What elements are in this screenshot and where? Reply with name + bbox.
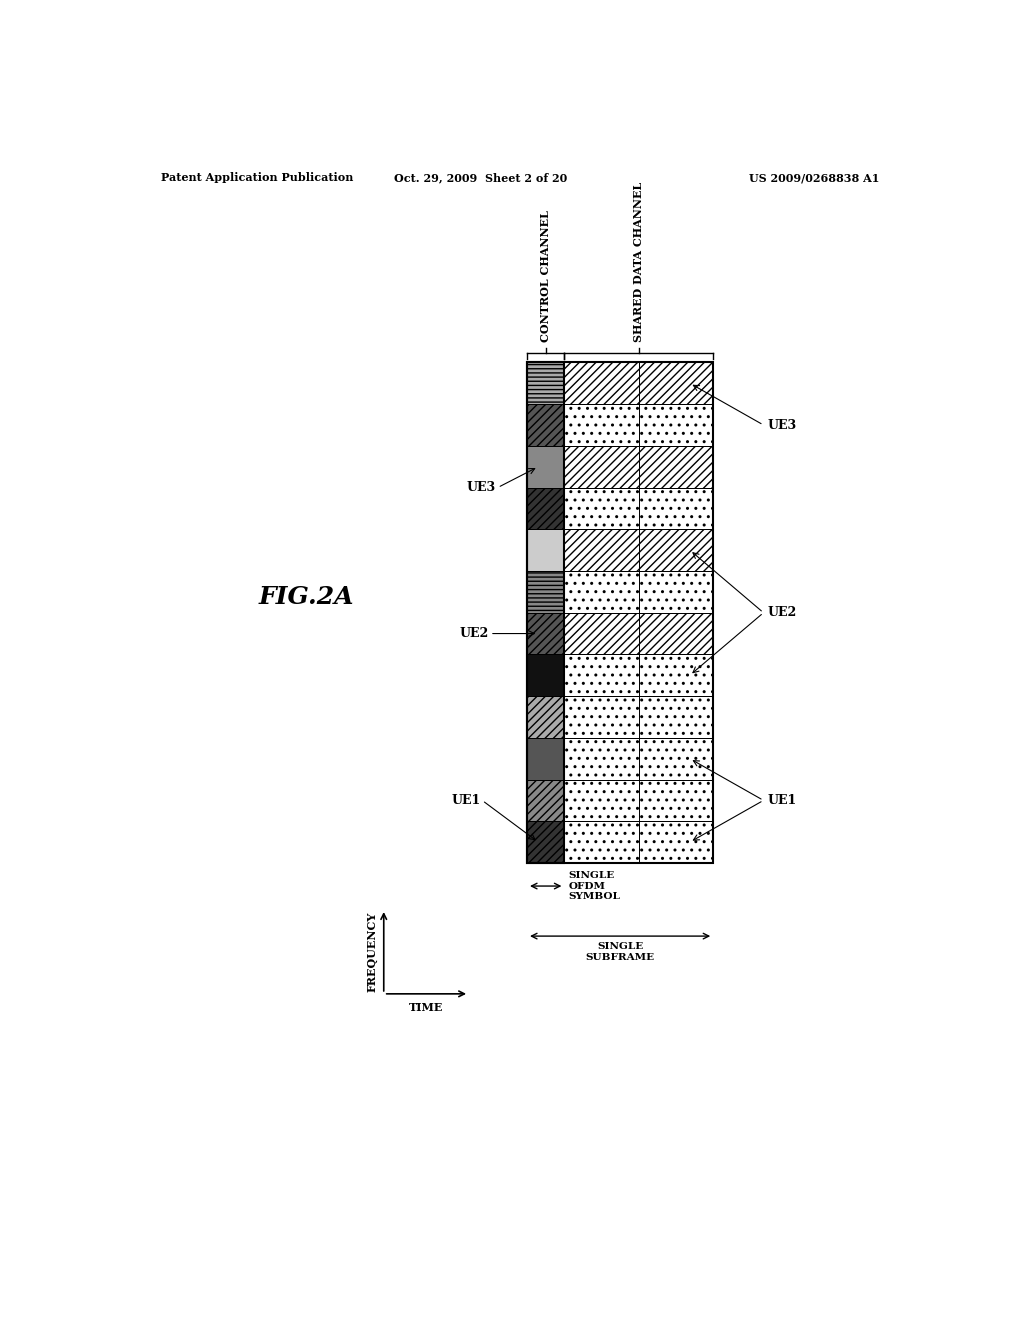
Bar bbox=[564, 655, 639, 696]
Text: UE1: UE1 bbox=[767, 793, 797, 807]
Text: UE2: UE2 bbox=[459, 627, 488, 640]
Bar bbox=[564, 738, 639, 780]
Bar bbox=[527, 529, 564, 572]
Bar bbox=[527, 821, 564, 863]
Bar bbox=[639, 696, 713, 738]
Bar bbox=[639, 780, 713, 821]
Bar bbox=[639, 404, 713, 446]
Bar bbox=[639, 363, 713, 404]
Bar bbox=[527, 612, 564, 655]
Bar bbox=[527, 487, 564, 529]
Bar bbox=[639, 529, 713, 572]
Text: CONTROL CHANNEL: CONTROL CHANNEL bbox=[541, 210, 551, 342]
Bar bbox=[564, 363, 639, 404]
Text: UE2: UE2 bbox=[767, 606, 797, 619]
Bar bbox=[527, 363, 564, 404]
Bar bbox=[639, 821, 713, 863]
Bar bbox=[564, 696, 639, 738]
Bar bbox=[564, 487, 639, 529]
Bar bbox=[527, 655, 564, 696]
Bar bbox=[527, 363, 713, 863]
Text: UE1: UE1 bbox=[452, 793, 480, 807]
Bar bbox=[639, 572, 713, 612]
Bar bbox=[527, 780, 564, 821]
Text: SINGLE
SUBFRAME: SINGLE SUBFRAME bbox=[586, 942, 654, 962]
Bar bbox=[564, 529, 639, 572]
Bar bbox=[639, 696, 713, 738]
Bar bbox=[639, 780, 713, 821]
Text: US 2009/0268838 A1: US 2009/0268838 A1 bbox=[749, 172, 879, 183]
Bar bbox=[527, 363, 564, 404]
Bar bbox=[564, 446, 639, 487]
Bar bbox=[527, 612, 564, 655]
Bar bbox=[527, 572, 564, 612]
Bar bbox=[564, 821, 639, 863]
Bar bbox=[639, 487, 713, 529]
Bar bbox=[527, 780, 564, 821]
Text: UE3: UE3 bbox=[467, 480, 496, 494]
Bar bbox=[527, 404, 564, 446]
Text: UE3: UE3 bbox=[767, 418, 797, 432]
Bar bbox=[639, 612, 713, 655]
Bar bbox=[564, 572, 639, 612]
Bar bbox=[564, 696, 639, 738]
Bar bbox=[639, 738, 713, 780]
Bar bbox=[564, 655, 639, 696]
Bar bbox=[527, 446, 564, 487]
Bar bbox=[639, 612, 713, 655]
Text: FREQUENCY: FREQUENCY bbox=[367, 911, 378, 991]
Bar bbox=[527, 738, 564, 780]
Bar bbox=[639, 446, 713, 487]
Bar bbox=[527, 696, 564, 738]
Bar bbox=[564, 404, 639, 446]
Bar bbox=[527, 572, 564, 612]
Bar bbox=[564, 487, 639, 529]
Bar bbox=[564, 738, 639, 780]
Bar bbox=[639, 655, 713, 696]
Bar bbox=[639, 363, 713, 404]
Text: SHARED DATA CHANNEL: SHARED DATA CHANNEL bbox=[633, 181, 644, 342]
Text: SINGLE
OFDM
SYMBOL: SINGLE OFDM SYMBOL bbox=[568, 871, 621, 902]
Text: FIG.2A: FIG.2A bbox=[258, 585, 354, 610]
Bar bbox=[639, 572, 713, 612]
Text: TIME: TIME bbox=[410, 1002, 443, 1012]
Text: Oct. 29, 2009  Sheet 2 of 20: Oct. 29, 2009 Sheet 2 of 20 bbox=[394, 172, 567, 183]
Bar bbox=[564, 404, 639, 446]
Bar bbox=[564, 780, 639, 821]
Bar bbox=[527, 404, 564, 446]
Bar bbox=[564, 446, 639, 487]
Bar bbox=[639, 404, 713, 446]
Bar bbox=[639, 738, 713, 780]
Bar bbox=[639, 446, 713, 487]
Bar bbox=[639, 487, 713, 529]
Bar bbox=[527, 487, 564, 529]
Bar bbox=[564, 780, 639, 821]
Bar bbox=[564, 612, 639, 655]
Bar bbox=[564, 612, 639, 655]
Bar bbox=[564, 572, 639, 612]
Bar bbox=[564, 821, 639, 863]
Bar bbox=[527, 363, 564, 863]
Bar bbox=[527, 696, 564, 738]
Bar bbox=[639, 821, 713, 863]
Bar bbox=[639, 529, 713, 572]
Bar bbox=[639, 655, 713, 696]
Bar bbox=[564, 363, 639, 404]
Text: Patent Application Publication: Patent Application Publication bbox=[161, 172, 353, 183]
Bar bbox=[564, 529, 639, 572]
Bar bbox=[527, 821, 564, 863]
